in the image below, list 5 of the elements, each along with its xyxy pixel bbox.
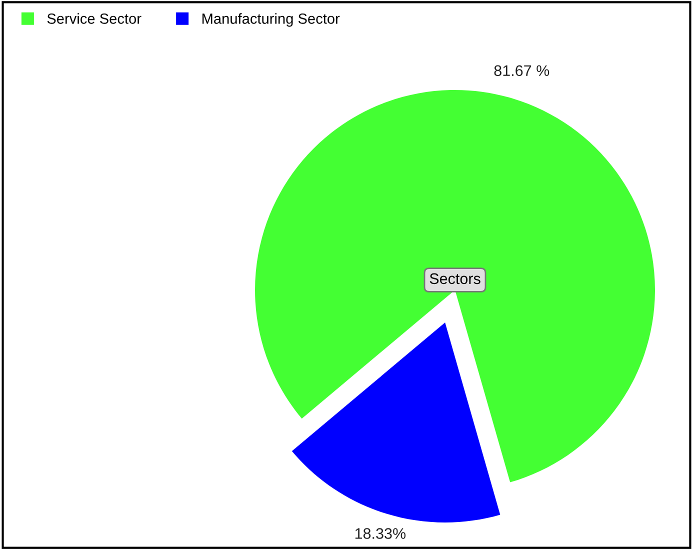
legend-label: Service Sector <box>47 13 142 24</box>
data-label: 18.33% <box>355 528 406 539</box>
legend-label: Manufacturing Sector <box>202 13 340 27</box>
data-label: 81.67 % <box>494 65 550 76</box>
text: Sectors <box>430 273 480 284</box>
